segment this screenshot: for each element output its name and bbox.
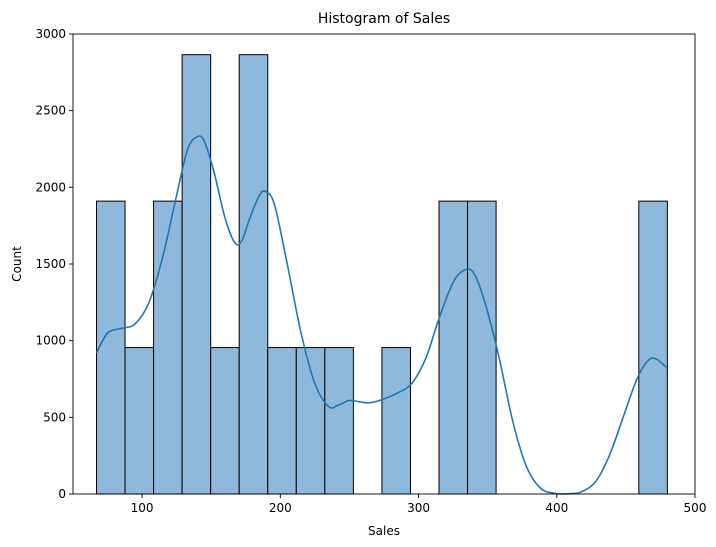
x-tick-label: 300 — [407, 501, 430, 515]
histogram-bar — [267, 347, 297, 495]
histogram-bar — [210, 347, 240, 495]
x-axis-ticks: 100 200 300 400 500 — [131, 494, 707, 515]
histogram-bar — [124, 347, 155, 495]
y-tick-label: 1500 — [35, 257, 66, 271]
histogram-bar — [153, 200, 183, 495]
x-tick-label: 500 — [684, 501, 707, 515]
histogram-bars — [95, 54, 668, 495]
x-axis-label: Sales — [368, 524, 400, 538]
histogram-bar — [181, 54, 212, 495]
y-tick-label: 3000 — [35, 27, 66, 41]
y-tick-label: 2000 — [35, 180, 66, 194]
histogram-bar — [381, 347, 411, 495]
y-tick-label: 1000 — [35, 334, 66, 348]
y-axis-ticks: 0 500 1000 1500 2000 2500 3000 — [35, 27, 73, 501]
y-tick-label: 2500 — [35, 104, 66, 118]
x-tick-label: 400 — [545, 501, 568, 515]
chart-title: Histogram of Sales — [318, 11, 450, 27]
histogram-bar — [95, 200, 126, 495]
y-tick-label: 0 — [58, 487, 66, 501]
histogram-bar — [324, 347, 354, 495]
y-tick-label: 500 — [43, 410, 66, 424]
x-tick-label: 100 — [131, 501, 154, 515]
histogram-bar — [638, 200, 668, 495]
histogram-bar — [438, 200, 469, 495]
histogram-bar — [238, 54, 269, 495]
y-axis-label: Count — [10, 246, 24, 282]
histogram-bar — [467, 200, 497, 495]
x-tick-label: 200 — [269, 501, 292, 515]
